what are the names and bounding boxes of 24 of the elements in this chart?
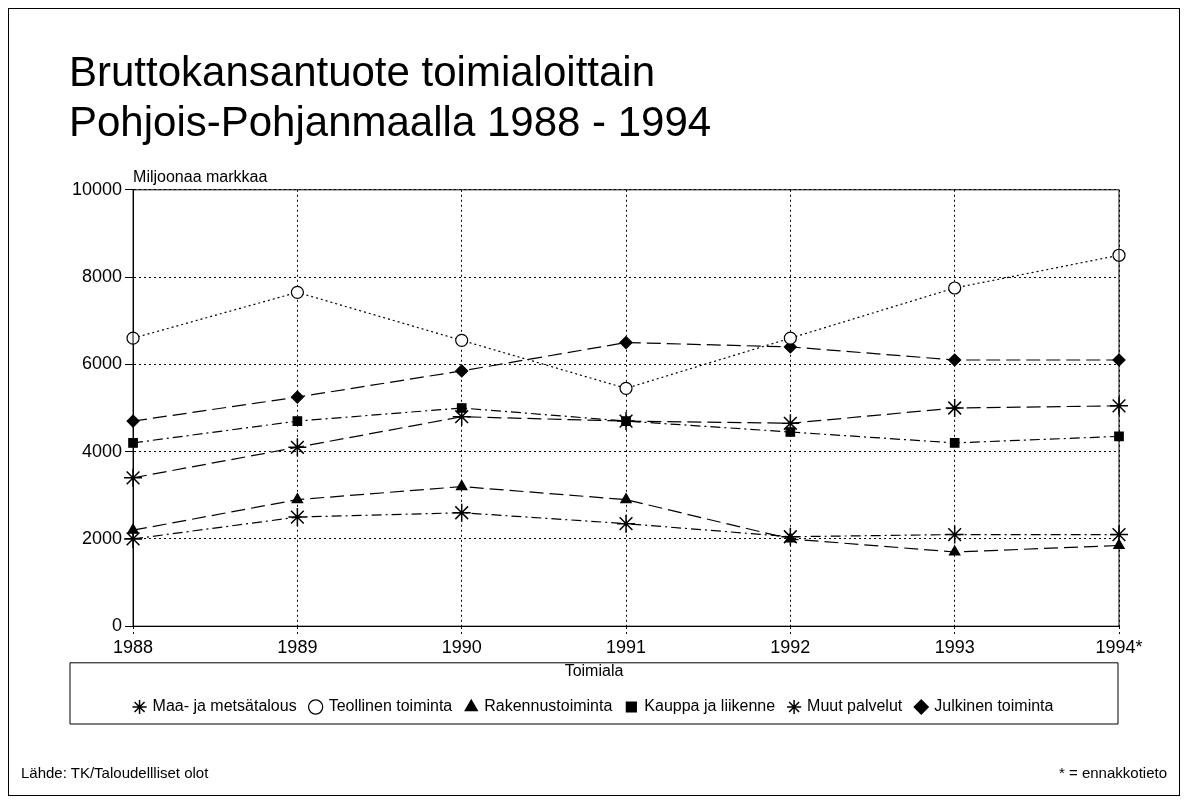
legend-title: Toimiala	[564, 662, 624, 680]
x-tick-label: 1992	[770, 636, 811, 657]
y-tick-label: 6000	[82, 353, 123, 374]
text: Lähde: TK/Taloudellliset olot	[21, 764, 209, 781]
legend-label: Rakennustoiminta	[484, 697, 613, 715]
x-tick-label: 1993	[934, 636, 975, 657]
legend-label: Teollinen toiminta	[328, 697, 453, 715]
y-tick-label: 0	[112, 615, 123, 636]
y-tick-label: 4000	[82, 440, 123, 461]
x-tick-label: 1991	[606, 636, 647, 657]
x-tick-label: 1990	[441, 636, 482, 657]
x-tick-label: 1988	[113, 636, 154, 657]
x-tick-label: 1989	[277, 636, 318, 657]
y-tick-label: 8000	[82, 266, 123, 287]
y-tick-label: 10000	[71, 178, 123, 199]
legend-label: Maa- ja metsätalous	[152, 697, 297, 715]
legend-label: Kauppa ja liikenne	[644, 697, 776, 715]
text: * = ennakkotieto	[1059, 764, 1167, 781]
chart-title: Bruttokansantuote toimialoittain Pohjois-Pohjanmaalla 1988 - 1994	[69, 47, 712, 146]
y-tick-label: 2000	[82, 527, 123, 548]
legend-label: Julkinen toiminta	[934, 697, 1054, 715]
legend-label: Muut palvelut	[807, 697, 903, 715]
x-tick-label: 1994*	[1095, 636, 1143, 657]
y-axis-title: Miljoonaa markkaa	[133, 168, 268, 186]
